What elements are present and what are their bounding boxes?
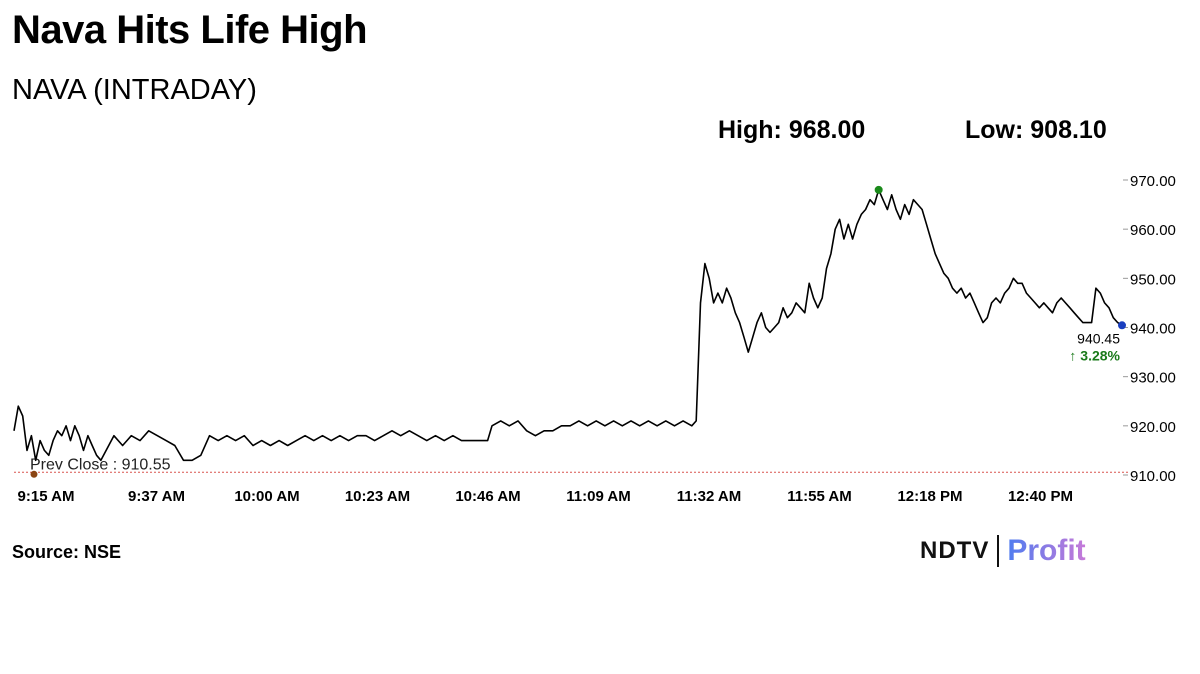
logo-divider — [997, 535, 1000, 567]
y-tick-label: 930.00 — [1130, 370, 1176, 387]
chart-subtitle: NAVA (INTRADAY) — [12, 74, 257, 106]
y-tick-label: 950.00 — [1130, 271, 1176, 288]
y-tick-label: 920.00 — [1130, 419, 1176, 436]
open-marker — [30, 470, 38, 478]
x-tick-label: 10:00 AM — [234, 488, 299, 505]
price-series-line — [13, 189, 1123, 462]
logo-profit-text: Profit — [1007, 534, 1086, 567]
y-axis: 970.00 960.00 950.00 940.00 930.00 920.00 910.… — [1123, 173, 1176, 485]
last-price-label: 940.45 — [1077, 330, 1120, 346]
x-tick-label: 12:18 PM — [897, 488, 962, 505]
x-tick-label: 10:23 AM — [345, 488, 410, 505]
y-tick-label: 910.00 — [1130, 468, 1176, 485]
day-low-label: Low: 908.10 — [965, 116, 1107, 144]
y-tick-label: 960.00 — [1130, 222, 1176, 239]
y-tick-label: 940.00 — [1130, 321, 1176, 338]
y-tick-label: 970.00 — [1130, 173, 1176, 190]
x-tick-label: 11:55 AM — [787, 488, 851, 505]
day-high-marker — [874, 185, 883, 194]
ndtv-profit-logo: NDTV Profit — [920, 533, 1086, 569]
headline: Nava Hits Life High — [12, 8, 368, 52]
intraday-price-chart: 970.00 960.00 950.00 940.00 930.00 920.00 910.… — [13, 173, 1176, 505]
change-percent-label: ↑ 3.28% — [1069, 347, 1120, 363]
day-high-label: High: 968.00 — [718, 116, 866, 144]
last-price-marker — [1118, 321, 1126, 330]
source-note: Source: NSE — [12, 542, 122, 562]
x-tick-label: 10:46 AM — [455, 488, 520, 505]
x-tick-label: 12:40 PM — [1008, 488, 1073, 505]
prev-close-label: Prev Close : 910.55 — [30, 456, 171, 473]
x-tick-label: 9:15 AM — [18, 488, 75, 505]
logo-ndtv-text: NDTV — [920, 537, 990, 564]
x-tick-label: 9:37 AM — [128, 488, 185, 505]
plot-area: Prev Close : 910.55 940.45↑ 3.28% — [13, 185, 1128, 478]
x-tick-label: 11:32 AM — [677, 488, 741, 505]
x-tick-label: 11:09 AM — [566, 488, 630, 505]
x-axis: 9:15 AM 9:37 AM 10:00 AM 10:23 AM 10:46 AM 11… — [18, 488, 1074, 505]
